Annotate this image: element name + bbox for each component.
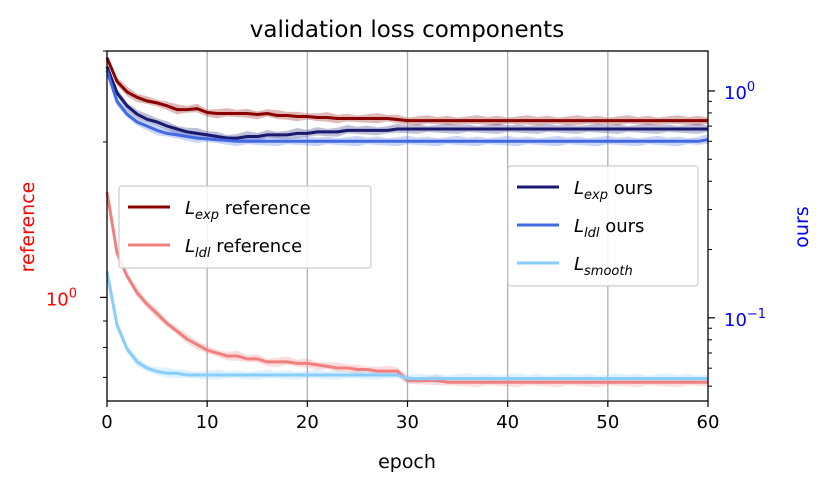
chart-title: validation loss components — [250, 17, 564, 43]
legend-ours: Lexp ours Lldl ours Lsmooth — [507, 165, 699, 287]
legend-entry-label: Lexp reference — [185, 198, 311, 223]
left-tick-label: 100 — [46, 286, 77, 310]
line-l-exp-ours — [105, 66, 708, 140]
legend-box — [118, 185, 372, 269]
line-l-smooth — [105, 271, 708, 381]
x-tick-label: 0 — [101, 412, 112, 433]
x-axis-ticks: 0 10 20 30 40 50 60 — [101, 401, 719, 433]
band-l-ldl-ours — [107, 65, 708, 147]
legend-box — [507, 165, 699, 287]
legend-entry-label: Lexp ours — [574, 178, 653, 203]
right-tick-label: 100 — [724, 80, 755, 104]
x-tick-label: 50 — [596, 412, 619, 433]
x-tick-label: 30 — [396, 412, 419, 433]
x-tick-label: 10 — [196, 412, 219, 433]
x-tick-label: 40 — [496, 412, 519, 433]
line-l-ldl-ours — [105, 70, 709, 143]
legend-entry-label: Lsmooth — [574, 254, 633, 279]
legend-reference: Lexp reference Lldl reference — [118, 185, 372, 269]
band-l-exp-reference — [107, 54, 708, 126]
x-tick-label: 20 — [296, 412, 319, 433]
band-l-exp-ours — [107, 63, 708, 142]
x-axis-label: epoch — [378, 451, 436, 473]
legend-entry-label: Lldl ours — [574, 216, 644, 241]
legend-entry-label: Lldl reference — [185, 236, 302, 261]
x-tick-label: 60 — [697, 412, 720, 433]
right-tick-label: 10−1 — [724, 307, 766, 331]
series-lines — [105, 57, 709, 384]
right-axis-ticks: 100 10−1 — [708, 80, 766, 387]
line-l-ldl-reference — [105, 191, 708, 384]
left-axis-ticks: 100 — [46, 50, 107, 378]
right-axis-label: ours — [791, 206, 813, 247]
line-l-exp-reference — [105, 57, 708, 123]
left-axis-label: reference — [17, 182, 39, 273]
